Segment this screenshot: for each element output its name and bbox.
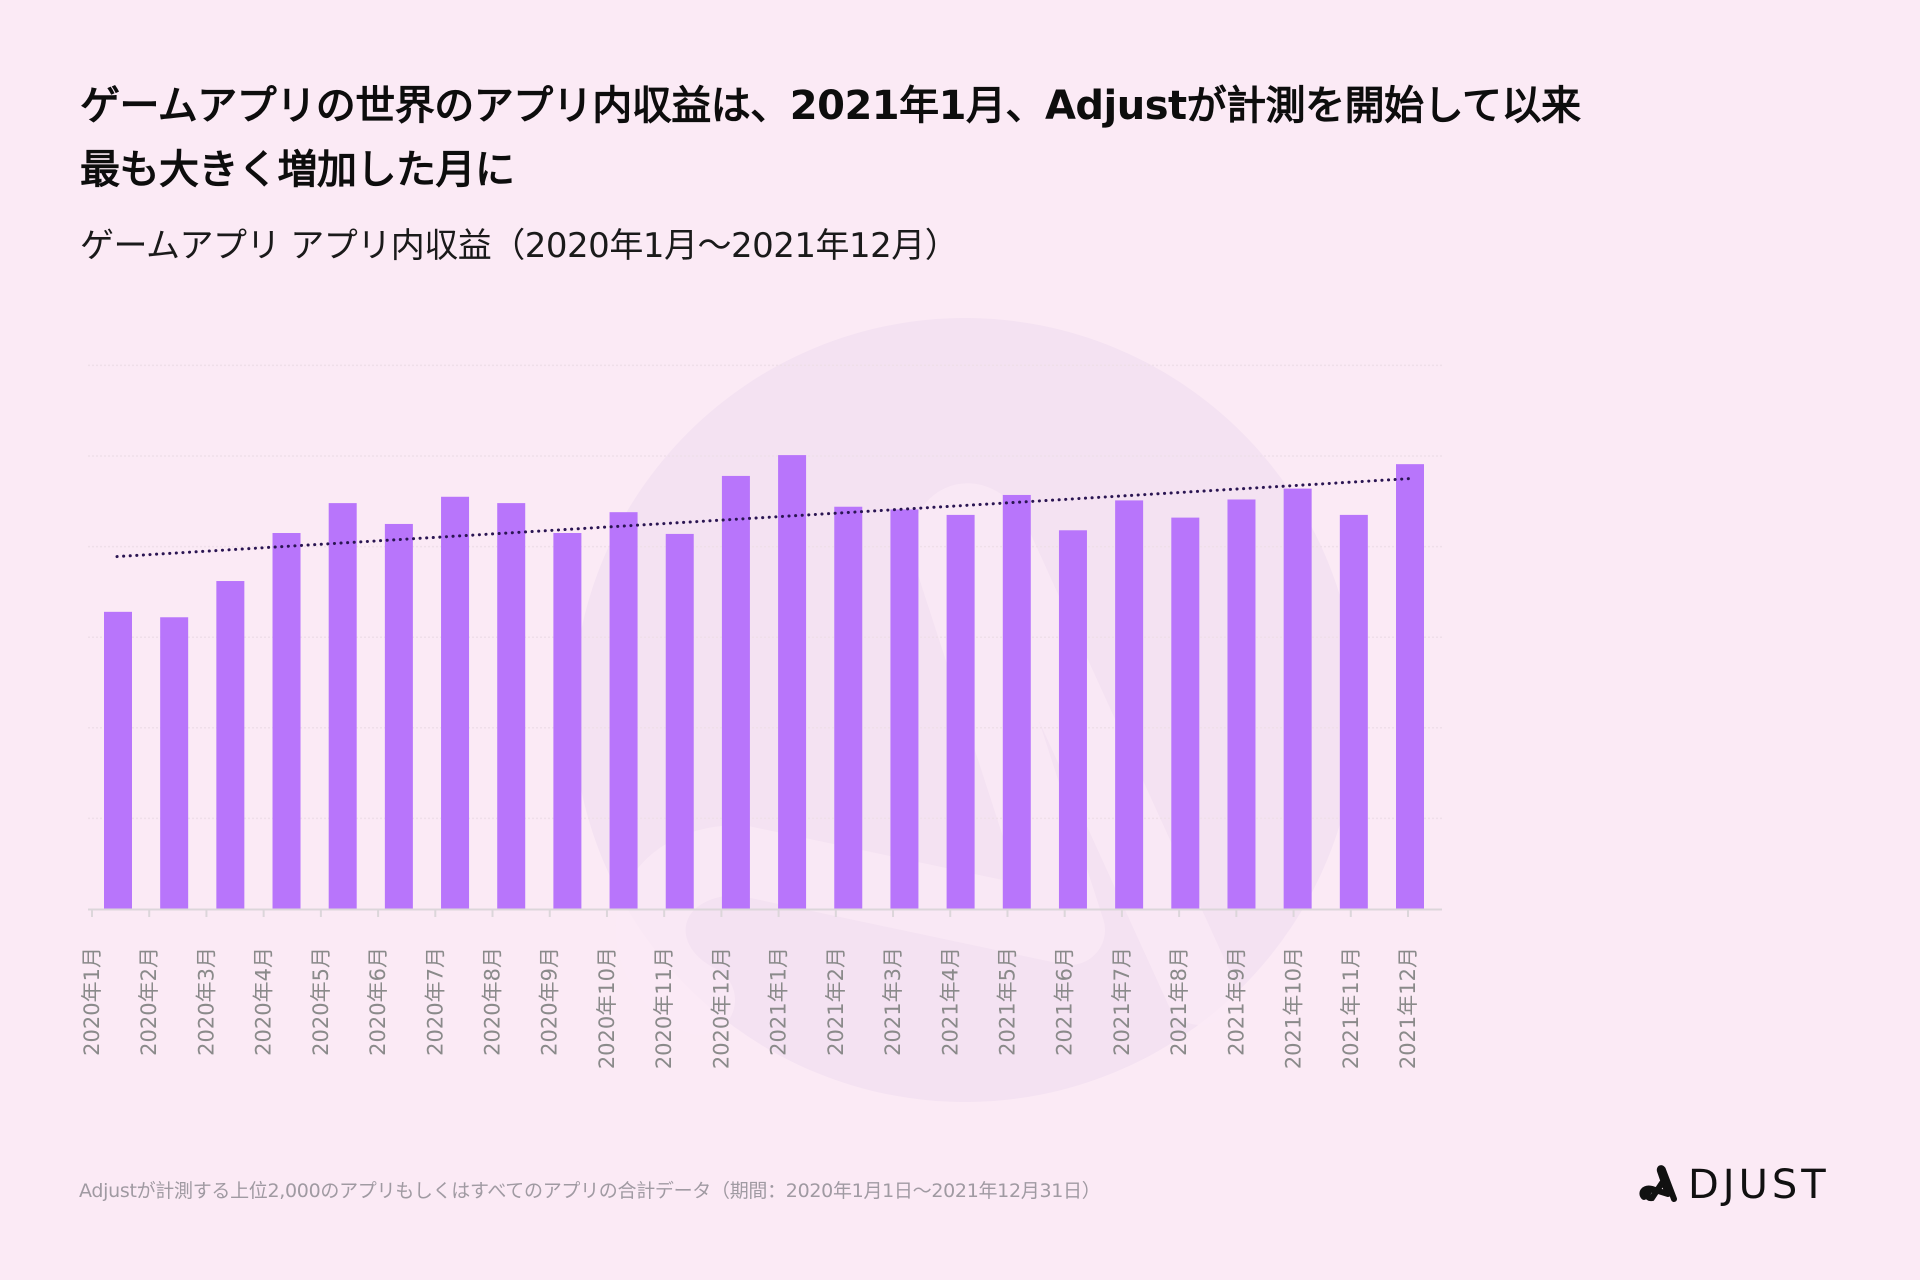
x-tick-label: 2020年10月 bbox=[595, 947, 619, 1069]
x-tick-label: 2021年12月 bbox=[1396, 947, 1420, 1069]
headline-line-2: 最も大きく増加した月に bbox=[80, 147, 515, 193]
chart-headline: ゲームアプリの世界のアプリ内収益は、2021年1月、Adjustが計測を開始して… bbox=[80, 74, 1780, 202]
x-tick-label: 2021年9月 bbox=[1224, 947, 1248, 1056]
x-tick-labels: 2020年1月 2020年2月 2020年3月 2020年4月 2020年5月 2020年… bbox=[80, 947, 1420, 1069]
source-footnote: Adjustが計測する上位2,000のアプリもしくはすべてのアプリの合計データ（… bbox=[79, 1180, 1101, 1202]
bar bbox=[272, 533, 301, 909]
trendline-path bbox=[115, 477, 1411, 559]
chart-subtitle: ゲームアプリ アプリ内収益（2020年1月〜2021年12月） bbox=[80, 226, 959, 266]
bar bbox=[1002, 494, 1031, 909]
x-tick-label: 2021年5月 bbox=[995, 947, 1019, 1056]
x-tick-label: 2020年12月 bbox=[709, 947, 733, 1069]
bar bbox=[441, 496, 470, 909]
bar bbox=[104, 611, 132, 909]
bars bbox=[104, 455, 1424, 909]
bar bbox=[946, 514, 975, 909]
x-tick-label: 2021年10月 bbox=[1282, 947, 1306, 1069]
logo-wordmark: DJUST bbox=[1688, 1162, 1830, 1208]
x-tick-label: 2020年8月 bbox=[481, 947, 505, 1056]
bar bbox=[1171, 517, 1200, 909]
x-tick-label: 2021年3月 bbox=[881, 947, 905, 1056]
x-tick-label: 2021年2月 bbox=[824, 947, 848, 1056]
bar bbox=[328, 503, 357, 909]
trendline bbox=[115, 477, 1411, 559]
x-tick-label: 2021年6月 bbox=[1053, 947, 1077, 1056]
bar bbox=[1396, 464, 1424, 909]
adjust-logo: DJUST bbox=[1638, 1160, 1842, 1210]
bar bbox=[1058, 530, 1087, 909]
x-axis bbox=[88, 908, 1442, 917]
bar bbox=[497, 503, 526, 909]
x-tick-label: 2020年11月 bbox=[652, 947, 676, 1069]
bar bbox=[553, 533, 582, 909]
bar bbox=[834, 506, 863, 909]
bar bbox=[384, 523, 413, 909]
bar bbox=[778, 455, 807, 909]
bar bbox=[665, 533, 694, 909]
x-tick-label: 2020年6月 bbox=[366, 947, 390, 1056]
x-tick-label: 2021年4月 bbox=[938, 947, 962, 1056]
bar bbox=[1115, 500, 1144, 909]
x-tick-label: 2021年8月 bbox=[1167, 947, 1191, 1056]
headline-line-1: ゲームアプリの世界のアプリ内収益は、2021年1月、Adjustが計測を開始して… bbox=[80, 83, 1581, 129]
x-tick-label: 2020年3月 bbox=[194, 947, 218, 1056]
x-tick-label: 2021年11月 bbox=[1339, 947, 1363, 1069]
x-tick-label: 2021年7月 bbox=[1110, 947, 1134, 1056]
x-tick-label: 2020年7月 bbox=[423, 947, 447, 1056]
x-tick-label: 2021年1月 bbox=[767, 947, 791, 1056]
bar bbox=[160, 617, 189, 909]
bar bbox=[216, 581, 245, 909]
adjust-a-logo-icon bbox=[1639, 1165, 1677, 1202]
gridlines bbox=[88, 364, 1442, 820]
bar bbox=[609, 512, 638, 909]
bar bbox=[721, 475, 750, 909]
x-tick-label: 2020年5月 bbox=[309, 947, 333, 1056]
x-tick-label: 2020年4月 bbox=[252, 947, 276, 1056]
x-tick-label: 2020年9月 bbox=[538, 947, 562, 1056]
bar bbox=[890, 509, 919, 909]
x-tick-label: 2020年2月 bbox=[137, 947, 161, 1056]
x-tick-label: 2020年1月 bbox=[80, 947, 104, 1056]
bar bbox=[1339, 514, 1368, 909]
bar bbox=[1227, 499, 1256, 909]
bar bbox=[1283, 488, 1312, 909]
